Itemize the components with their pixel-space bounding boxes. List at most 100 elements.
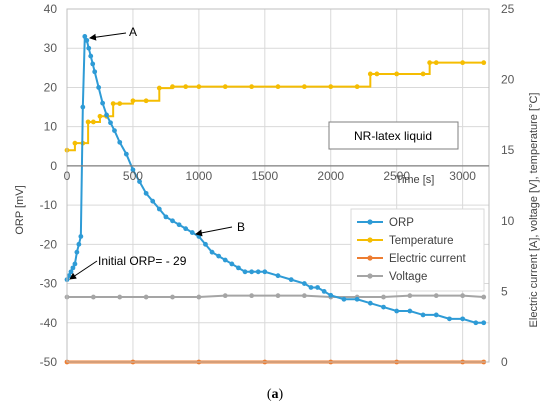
x-tick-label: 2000 [317,169,344,183]
left-tick-label: -20 [40,237,58,251]
series-layer [64,34,487,365]
data-point-orp [92,69,98,75]
left-tick-label: 10 [44,120,58,134]
data-point-orp [222,257,228,263]
data-point-temperature [85,119,91,125]
data-point-orp [143,190,149,196]
data-point-voltage [275,293,281,299]
x-tick-label: 2500 [383,169,410,183]
legend-entry-voltage: Voltage [357,271,427,283]
data-point-voltage [481,294,487,300]
data-point-voltage [143,294,149,300]
data-point-orp [100,100,106,106]
data-point-orp [72,261,78,267]
data-point-voltage [460,293,466,299]
data-point-temperature [275,84,281,90]
data-point-orp [82,34,88,39]
left-tick-label: -30 [40,277,58,291]
data-point-orp [163,214,169,220]
data-point-orp [394,308,400,314]
legend-entry-temperature: Temperature [357,235,454,247]
data-point-voltage [196,294,202,300]
data-point-voltage [170,294,175,300]
data-point-temperature [72,140,78,146]
data-point-orp [176,222,182,228]
right-tick-label: 20 [501,73,515,87]
data-point-orp [367,300,373,306]
left-tick-label: 40 [44,2,58,16]
data-point-orp [76,241,82,247]
right-axis-label: Electric current [A], voltage [V], tempe… [528,93,540,328]
data-point-orp [74,249,80,255]
data-point-orp [86,45,92,51]
x-axis-label: Time [s] [396,174,435,186]
left-tick-label: -40 [40,316,58,330]
annotation-initial-orp: Initial ORP= - 29 [98,254,187,268]
data-point-orp [130,167,136,173]
data-point-temperature [328,84,334,90]
left-axis-label: ORP [mV] [14,185,26,234]
data-point-orp [381,304,386,310]
data-point-orp [88,53,94,59]
data-point-orp [117,139,123,145]
annotations: A B Initial ORP= - 29 [69,25,245,280]
data-point-orp [90,61,96,67]
data-point-temperature [374,71,380,77]
data-point-temperature [117,101,123,107]
right-tick-label: 5 [501,284,508,298]
axes [66,8,490,363]
legend-entry-electric-current: Electric current [357,253,466,265]
data-point-temperature [427,60,433,66]
data-point-orp [473,320,479,326]
x-tick-label: 500 [123,169,143,183]
data-point-orp [183,226,189,232]
data-point-orp [236,265,241,271]
right-tick-label: 0 [501,355,508,369]
data-point-orp [229,261,235,267]
data-point-orp [308,285,314,290]
legend-label-electric-current: Electric current [389,253,466,265]
data-point-orp [189,230,195,235]
plot-frame [66,8,490,363]
data-point-voltage [381,294,386,300]
series-voltage [64,293,487,300]
data-point-temperature [143,98,149,104]
left-tick-label: 30 [44,41,58,55]
inset-label-box: NR-latex liquid [328,121,459,150]
x-tick-label: 1000 [186,169,213,183]
data-point-orp [354,296,360,302]
x-tick-label: 0 [64,169,71,183]
data-point-temperature [196,84,202,90]
x-tick-label: 1500 [251,169,278,183]
data-point-voltage [433,293,439,299]
data-point-temperature [183,84,189,90]
data-point-orp [328,292,334,298]
data-point-voltage [301,293,307,299]
data-point-temperature [301,84,307,90]
series-temperature [64,60,487,153]
data-point-temperature [433,60,439,66]
left-tick-label: -10 [40,198,58,212]
data-point-voltage [90,294,96,300]
right-tick-label: 25 [501,2,515,16]
series-orp [64,34,487,326]
figure-caption: (a) [267,387,284,402]
annotation-b: B [237,220,245,234]
data-point-orp [433,312,439,318]
data-point-orp [112,128,117,133]
x-tick-label: 3000 [449,169,476,183]
legend-entry-orp: ORP [357,217,414,229]
data-point-orp [137,179,142,184]
data-point-orp [288,277,294,283]
data-point-voltage [249,293,255,299]
data-point-orp [321,289,327,294]
left-tick-label: 20 [44,80,58,94]
data-point-voltage [407,293,413,299]
legend-label-temperature: Temperature [389,235,454,247]
data-point-orp [481,320,487,326]
data-point-orp [84,37,90,43]
data-point-voltage [117,294,123,300]
right-tick-label: 15 [501,143,515,157]
annotation-a: A [129,25,137,39]
data-point-orp [262,269,268,275]
